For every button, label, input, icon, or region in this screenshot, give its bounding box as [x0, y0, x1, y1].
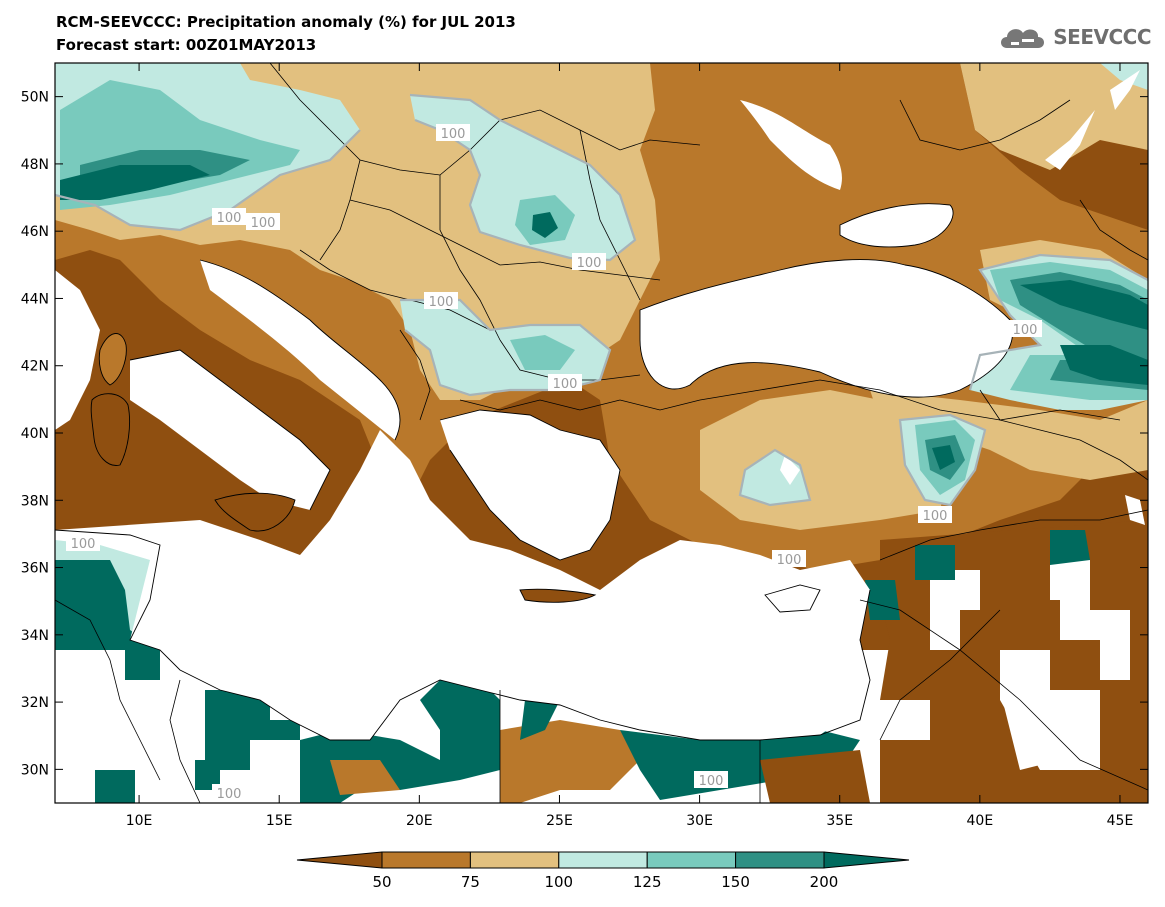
- longitude-tick-label: 20E: [406, 813, 433, 829]
- adriatic-sea: [200, 260, 400, 440]
- contour-label: 100: [217, 211, 242, 226]
- colorbar-swatch: [381, 851, 471, 869]
- latitude-tick-label: 30N: [21, 762, 49, 778]
- tunisia-anomaly-dark: [55, 560, 160, 680]
- latitude-tick-label: 44N: [21, 291, 49, 307]
- contour-labels: 100 100 100 100 100 100 100 100 100 100 …: [66, 124, 1042, 802]
- black-sea: [640, 259, 1013, 398]
- country-borders: [55, 63, 1148, 803]
- contour-label: 100: [441, 127, 466, 142]
- aegean-sea: [440, 410, 620, 560]
- egypt-west-wet-cell: [520, 700, 560, 740]
- logo-text: SEEVCCC: [1053, 25, 1151, 49]
- longitude-tick-label: 25E: [546, 813, 573, 829]
- tyrrhenian-sea: [130, 350, 330, 510]
- latitude-tick-label: 40N: [21, 426, 49, 442]
- sicily-island: [215, 493, 295, 531]
- crimea-azov-mask: [840, 203, 954, 247]
- longitude-tick-label: 40E: [967, 813, 994, 829]
- contour-label: 100: [553, 377, 578, 392]
- anomaly-band-gt200-alps: [60, 165, 210, 200]
- syria-wet-cell: [915, 545, 955, 580]
- latitude-tick-label: 48N: [21, 157, 49, 173]
- lake-tuz-mask: [780, 455, 800, 485]
- crete-island: [520, 589, 595, 603]
- latitude-tick-label: 50N: [21, 90, 49, 106]
- latitude-tick-label: 34N: [21, 628, 49, 644]
- dnieper-reservoir-mask: [740, 100, 842, 190]
- colorbar-label: 100: [544, 873, 573, 891]
- colorbar-swatch: [646, 851, 737, 869]
- lake-urmia-mask: [1125, 495, 1145, 525]
- contour-label: 100: [699, 774, 724, 789]
- map-plot-area: 100 100 100 100 100 100 100 100 100 100 …: [55, 63, 1148, 803]
- libya-coast-dry-cell: [330, 760, 400, 795]
- latitude-tick-label: 38N: [21, 493, 49, 509]
- egypt-west-dry-cell: [500, 720, 640, 803]
- coastlines: [55, 203, 1013, 741]
- longitude-tick-label: 10E: [126, 813, 153, 829]
- anomaly-band-75-100-northeast: [960, 63, 1148, 170]
- longitude-axis: 10E 15E 20E 25E 30E 35E 40E 45E: [126, 63, 1134, 829]
- egypt-coast-wet-cell: [620, 730, 860, 800]
- contour-label: 100: [71, 537, 96, 552]
- iraq-blank-cell: [1050, 560, 1130, 680]
- seevccc-logo: SEEVCCC: [997, 22, 1151, 52]
- latitude-tick-label: 42N: [21, 359, 49, 375]
- contour-label: 100: [923, 509, 948, 524]
- latitude-tick-label: 32N: [21, 695, 49, 711]
- mediterranean-sea: [55, 430, 870, 740]
- contour-label: 100: [429, 295, 454, 310]
- latitude-axis: 30N 32N 34N 36N 38N 40N 42N 44N 46N 48N 50N: [21, 90, 1148, 778]
- iraq-wet-cell: [1050, 530, 1090, 565]
- colorbar-swatch: [296, 851, 383, 869]
- sardinia-island: [91, 393, 130, 466]
- colorbar-label: 75: [461, 873, 480, 891]
- colorbar-swatch: [558, 851, 648, 869]
- colorbar-label: 125: [633, 873, 662, 891]
- longitude-tick-label: 15E: [266, 813, 293, 829]
- anomaly-band-100-125-ne-corner: [1100, 63, 1148, 90]
- latitude-tick-label: 46N: [21, 224, 49, 240]
- corsica-island: [99, 333, 127, 385]
- syria-blank-cell: [930, 570, 980, 650]
- colorbar: 50 75 100 125 150 200: [296, 851, 910, 891]
- cloud-icon: [1001, 29, 1045, 48]
- longitude-tick-label: 45E: [1107, 813, 1134, 829]
- map-title: RCM-SEEVCCC: Precipitation anomaly (%) f…: [56, 13, 516, 31]
- anomaly-band-gt200-romania: [532, 212, 558, 238]
- anomaly-band-gt200-east-anatolia: [932, 445, 955, 470]
- volga-river-mask: [1110, 70, 1140, 110]
- don-river-mask: [1045, 110, 1095, 170]
- contour-label: 100: [777, 553, 802, 568]
- latitude-tick-label: 36N: [21, 561, 49, 577]
- arabia-blank-cell: [1000, 690, 1060, 770]
- anomaly-band-75-100-east: [870, 390, 1148, 480]
- colorbar-swatch: [469, 851, 560, 869]
- contour-label: 100: [217, 787, 242, 802]
- colorbar-label: 150: [721, 873, 750, 891]
- colorbar-label: 50: [372, 873, 391, 891]
- lebanon-wet-cell: [865, 580, 900, 620]
- sinai-dry-cell: [760, 750, 870, 803]
- colorbar-label: 200: [810, 873, 839, 891]
- algeria-anomaly-cell: [95, 770, 135, 803]
- colorbar-swatch: [823, 851, 910, 869]
- forecast-start-subtitle: Forecast start: 00Z01MAY2013: [56, 36, 317, 54]
- contour-label: 100: [1013, 323, 1038, 338]
- contour-label: 100: [577, 256, 602, 271]
- libya-west-anomaly-cell: [195, 690, 300, 790]
- jordan-blank-cell: [870, 700, 930, 740]
- anomaly-band-gt200-caucasus-south: [1060, 345, 1148, 385]
- longitude-tick-label: 35E: [826, 813, 853, 829]
- west-mediterranean-mask: [55, 270, 100, 430]
- longitude-tick-label: 30E: [686, 813, 713, 829]
- anomaly-band-125-150-bulgaria: [510, 335, 575, 370]
- colorbar-swatch: [735, 851, 825, 869]
- contour-label: 100: [251, 216, 276, 231]
- anomaly-band-gt200-caucasus-north: [1020, 280, 1148, 330]
